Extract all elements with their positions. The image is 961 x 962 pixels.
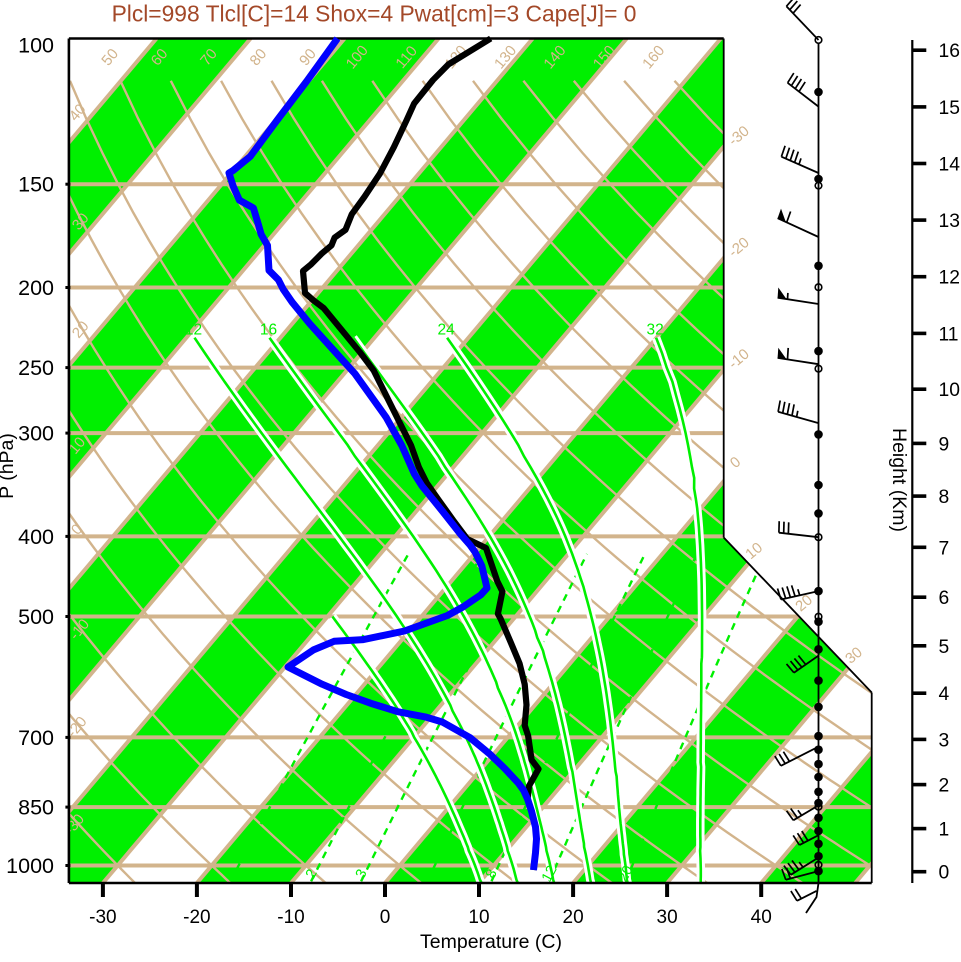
svg-text:13: 13 [939, 211, 960, 232]
svg-text:40: 40 [751, 907, 772, 928]
svg-text:3: 3 [939, 730, 950, 751]
svg-text:Plcl=998 Tlcl[C]=14 Shox=4 Pwa: Plcl=998 Tlcl[C]=14 Shox=4 Pwat[cm]=3 Ca… [112, 1, 637, 27]
svg-text:7: 7 [939, 538, 950, 559]
svg-text:-30: -30 [89, 907, 116, 928]
svg-text:Height (Km): Height (Km) [888, 428, 910, 532]
svg-text:150: 150 [18, 173, 54, 197]
svg-text:250: 250 [18, 356, 54, 380]
svg-text:4: 4 [939, 684, 950, 705]
svg-text:500: 500 [18, 605, 54, 629]
svg-text:14: 14 [939, 155, 961, 176]
svg-text:10: 10 [939, 380, 960, 401]
svg-text:700: 700 [18, 726, 54, 750]
svg-text:12: 12 [939, 268, 960, 289]
svg-text:2: 2 [939, 776, 950, 797]
svg-text:P (hPa): P (hPa) [0, 433, 18, 499]
svg-text:10: 10 [468, 907, 489, 928]
svg-text:-20: -20 [183, 907, 210, 928]
svg-text:400: 400 [18, 525, 54, 549]
svg-text:300: 300 [18, 422, 54, 446]
svg-text:200: 200 [18, 276, 54, 300]
svg-text:5: 5 [939, 637, 950, 658]
svg-text:32: 32 [646, 322, 663, 339]
svg-text:Temperature (C): Temperature (C) [420, 931, 562, 953]
svg-text:6: 6 [939, 588, 950, 609]
svg-text:11: 11 [939, 324, 959, 345]
svg-text:-10: -10 [277, 907, 304, 928]
svg-text:12: 12 [185, 322, 202, 339]
svg-text:16: 16 [939, 41, 960, 62]
svg-text:16: 16 [260, 322, 277, 339]
svg-text:1: 1 [939, 820, 950, 841]
svg-text:850: 850 [18, 796, 54, 820]
svg-text:24: 24 [437, 322, 455, 339]
svg-text:15: 15 [939, 98, 960, 119]
svg-text:1000: 1000 [6, 854, 54, 878]
svg-text:100: 100 [18, 34, 54, 58]
svg-text:0: 0 [939, 863, 950, 884]
svg-text:9: 9 [939, 434, 950, 455]
svg-text:0: 0 [380, 907, 391, 928]
svg-text:8: 8 [939, 487, 950, 508]
svg-text:20: 20 [563, 907, 584, 928]
svg-text:30: 30 [657, 907, 678, 928]
